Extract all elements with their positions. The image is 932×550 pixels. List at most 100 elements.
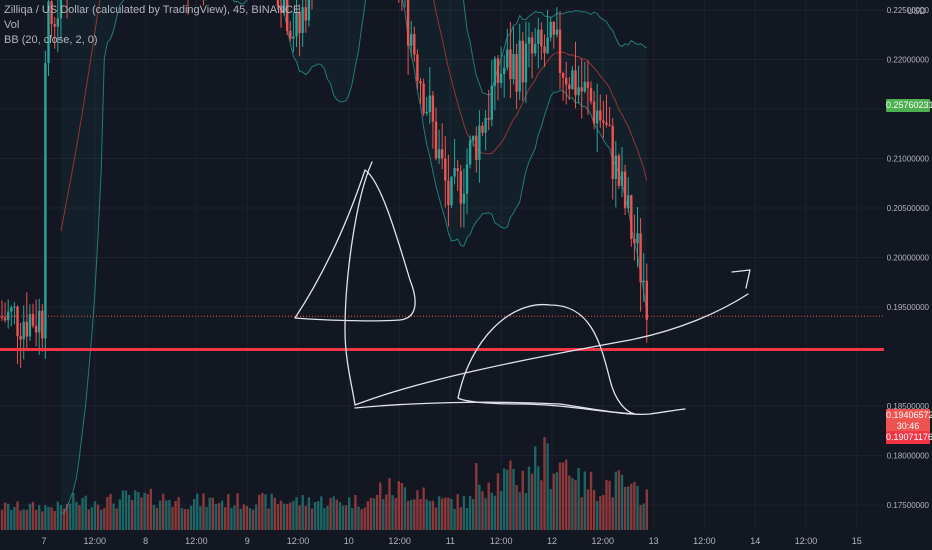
time-tick-label: 12:00 xyxy=(795,536,818,546)
volume-bar xyxy=(276,504,280,530)
volume-bar xyxy=(400,482,404,530)
volume-bar xyxy=(131,500,134,530)
volume-bar xyxy=(211,497,214,530)
volume-bar xyxy=(499,491,503,530)
candle-body xyxy=(565,77,568,85)
volume-bar xyxy=(264,494,267,530)
volume-bar xyxy=(338,502,342,530)
volume-bar xyxy=(555,472,559,530)
volume-bar xyxy=(103,507,106,530)
candle-body xyxy=(475,135,478,160)
volume-bar xyxy=(527,466,531,530)
volume-bar xyxy=(363,507,366,530)
candle-body xyxy=(456,168,459,172)
volume-bar xyxy=(341,505,345,530)
volume-bar xyxy=(589,471,593,530)
candle-body xyxy=(56,18,59,27)
volume-bar xyxy=(360,509,363,530)
bollinger-indicator-label[interactable]: BB (20, close, 2, 0) xyxy=(4,34,98,46)
volume-bar xyxy=(524,493,528,530)
volume-bar xyxy=(580,497,583,530)
candle-body xyxy=(512,54,515,80)
volume-bar xyxy=(292,500,295,530)
volume-bar xyxy=(93,501,97,530)
volume-bar xyxy=(295,497,298,530)
candle-body xyxy=(509,49,512,80)
volume-bar xyxy=(0,509,4,530)
currency-label[interactable]: USD xyxy=(906,6,926,16)
candlesticks xyxy=(0,0,648,368)
candle-body xyxy=(304,7,307,21)
volume-bar xyxy=(465,507,469,530)
candle-body xyxy=(428,95,431,112)
volume-bar xyxy=(72,492,75,530)
candle-body xyxy=(406,0,410,46)
volume-bar xyxy=(146,494,149,530)
volume-bar xyxy=(152,504,156,530)
volume-bar xyxy=(304,505,307,530)
candle-body xyxy=(7,311,10,321)
time-tick-label: 12:00 xyxy=(490,536,513,546)
volume-bar xyxy=(518,492,521,530)
volume-bar xyxy=(456,494,459,530)
volume-bar xyxy=(620,474,624,530)
candle-body xyxy=(630,195,633,240)
candle-body xyxy=(3,317,7,321)
candle-body xyxy=(472,135,475,141)
candle-body xyxy=(540,29,543,47)
candle-body xyxy=(431,95,435,122)
price-tick-label: 0.21000000 xyxy=(887,155,930,164)
volume-bar xyxy=(599,496,602,530)
candle-body xyxy=(589,87,593,102)
candle-body xyxy=(518,40,521,92)
volume-bar xyxy=(109,493,112,530)
candle-body xyxy=(506,49,509,68)
time-tick-label: 12:00 xyxy=(84,536,107,546)
volume-bar xyxy=(633,481,636,530)
volume-bar xyxy=(78,505,81,530)
volume-bar xyxy=(574,480,577,530)
candle-body xyxy=(34,325,38,333)
candle-body xyxy=(441,149,444,159)
volume-bar xyxy=(261,492,264,530)
candle-body xyxy=(298,11,301,34)
volume-bar xyxy=(25,509,28,530)
volume-bar xyxy=(512,468,515,530)
volume-bar xyxy=(165,500,168,530)
candle-body xyxy=(459,171,462,204)
volume-bar xyxy=(90,507,94,530)
volume-bar xyxy=(478,484,481,530)
volume-bar xyxy=(506,469,509,530)
volume-bar xyxy=(441,498,444,530)
volume-bar xyxy=(143,492,146,530)
volume-bar xyxy=(459,507,462,530)
volume-bar xyxy=(174,501,177,530)
candle-body xyxy=(416,54,419,81)
volume-bar xyxy=(422,487,425,530)
candle-body xyxy=(487,118,490,120)
candle-body xyxy=(617,155,621,186)
volume-bar xyxy=(586,489,590,530)
candle-body xyxy=(636,233,639,244)
candle-body xyxy=(301,7,304,34)
volume-bar xyxy=(208,497,211,530)
symbol-title[interactable]: Zilliqa / US Dollar (calculated by Tradi… xyxy=(4,4,301,16)
candle-body xyxy=(437,149,441,159)
time-tick-label: 8 xyxy=(143,536,148,546)
volume-bar xyxy=(34,509,38,530)
volume-indicator-label[interactable]: Vol xyxy=(4,19,20,31)
candle-body xyxy=(620,171,624,186)
volume-bar xyxy=(56,501,59,530)
volume-bar xyxy=(38,505,41,530)
volume-bar xyxy=(236,493,239,530)
volume-bar xyxy=(19,510,22,530)
volume-bar xyxy=(428,501,431,530)
volume-bar xyxy=(416,490,419,530)
volume-bar xyxy=(565,459,568,530)
hand-drawings xyxy=(294,161,751,416)
volume-bar xyxy=(509,460,512,530)
volume-bar xyxy=(47,506,50,530)
candle-body xyxy=(478,125,481,160)
volume-bar xyxy=(493,495,497,530)
